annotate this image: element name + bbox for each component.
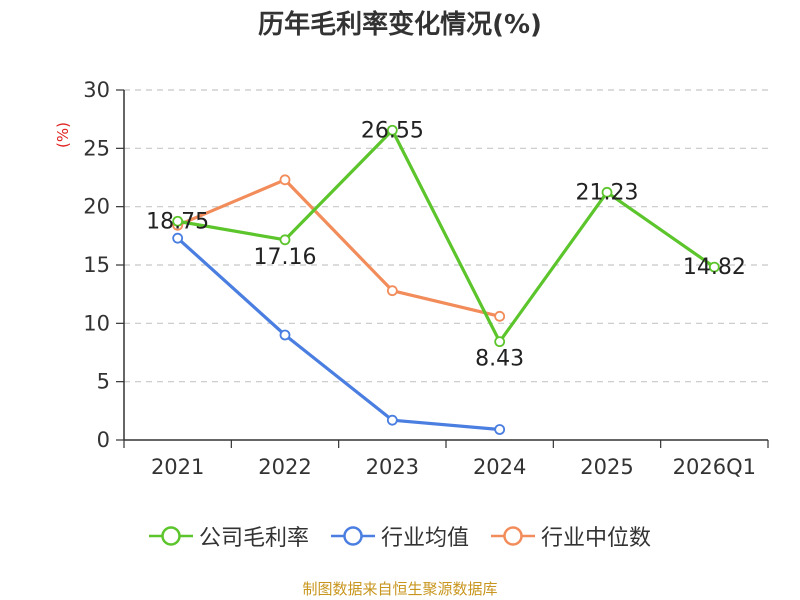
legend-item-industry-median[interactable]: 行业中位数 [491,520,651,552]
x-tick-label: 2023 [366,455,419,479]
y-tick-label: 30 [83,78,110,102]
data-point [386,285,398,297]
data-point [494,336,506,348]
series-line [177,128,716,344]
chart-title: 历年毛利率变化情况(%) [258,10,542,40]
legend-label: 行业均值 [380,526,469,551]
data-point [494,424,506,435]
legend-marker-icon [491,526,535,546]
y-tick-label: 0 [97,428,110,452]
y-axis-unit: (%) [53,122,72,148]
data-point [386,414,398,426]
x-tick-label: 2026Q1 [673,455,756,479]
data-point [279,329,291,341]
y-tick-label: 10 [83,311,110,335]
data-point [172,215,184,227]
data-label: 26.55 [361,118,424,143]
data-point [279,174,291,186]
data-point [708,261,720,273]
y-tick-label: 5 [97,370,110,394]
x-tick-label: 2024 [473,455,526,479]
series-公司毛利率 [172,124,720,348]
y-tick-label: 20 [83,195,110,219]
y-tick-label: 25 [83,136,110,160]
source-note: 制图数据来自恒生聚源数据库 [302,580,498,598]
data-label: 17.16 [254,245,317,270]
series-line [176,236,500,432]
x-tick-label: 2025 [580,455,633,479]
series-行业均值 [172,232,506,435]
series-line [177,178,501,318]
x-tick-label: 2022 [258,455,311,479]
legend: 公司毛利率 行业均值 行业中位数 [0,520,800,552]
data-point [386,124,398,136]
data-point [172,232,184,244]
data-label: 8.43 [475,347,524,372]
legend-marker-icon [330,526,375,546]
data-label: 18.75 [146,209,209,234]
x-tick-label: 2021 [151,455,204,479]
legend-label: 公司毛利率 [198,526,309,551]
legend-item-industry-mean[interactable]: 行业均值 [330,520,469,552]
data-label: 21.23 [576,180,639,205]
legend-item-company[interactable]: 公司毛利率 [148,520,309,552]
series-行业中位数 [172,174,506,322]
data-point [494,310,506,322]
data-point [601,186,613,198]
legend-label: 行业中位数 [541,526,652,551]
data-label: 14.82 [683,255,746,280]
legend-marker-icon [148,526,193,546]
data-point [279,234,291,246]
y-tick-label: 15 [83,253,110,277]
